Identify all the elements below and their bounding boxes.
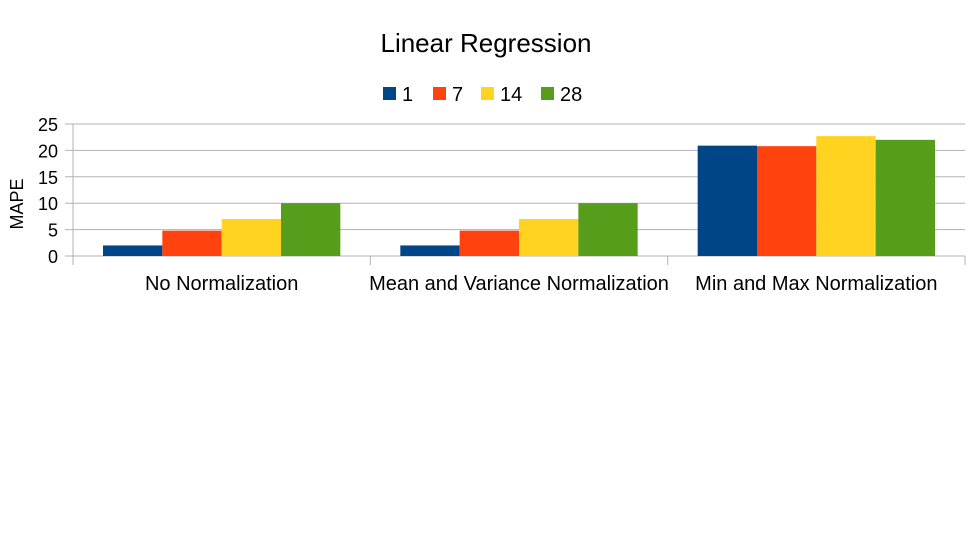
legend-swatch-28 — [541, 87, 554, 100]
bar-28-2 — [875, 139, 935, 256]
chart-title: Linear Regression — [380, 28, 591, 58]
bar-7-1 — [459, 230, 519, 256]
legend-label-1: 1 — [402, 84, 413, 106]
y-axis-ticks: 0 5 10 15 20 25 — [38, 115, 58, 267]
y-axis-label: MAPE — [7, 178, 27, 229]
x-tick-label: Mean and Variance Normalization — [369, 273, 669, 295]
bar-1-1 — [400, 245, 460, 256]
legend-swatch-1 — [383, 87, 396, 100]
legend-label-28: 28 — [560, 84, 582, 106]
bar-7-2 — [757, 146, 817, 256]
x-tick-label: No Normalization — [145, 273, 298, 295]
x-tick-label: Min and Max Normalization — [695, 273, 937, 295]
legend-swatch-7 — [433, 87, 446, 100]
y-tick-label: 10 — [38, 194, 58, 214]
bar-14-2 — [816, 136, 876, 256]
legend: 1 7 14 28 — [383, 84, 582, 106]
bar-28-1 — [578, 203, 638, 256]
legend-label-7: 7 — [452, 84, 463, 106]
y-tick-label: 0 — [48, 247, 58, 267]
bar-28-0 — [281, 203, 341, 256]
bar-1-0 — [103, 245, 163, 256]
x-axis-ticks: No Normalization Mean and Variance Normal… — [72, 256, 966, 295]
y-tick-label: 20 — [38, 141, 58, 161]
y-tick-label: 15 — [38, 168, 58, 188]
bar-7-0 — [162, 230, 222, 256]
bar-1-2 — [697, 145, 757, 256]
legend-label-14: 14 — [500, 84, 522, 106]
bars — [103, 136, 935, 256]
bar-14-0 — [221, 219, 281, 256]
y-tick-label: 25 — [38, 115, 58, 135]
bar-14-1 — [519, 219, 579, 256]
legend-swatch-14 — [481, 87, 494, 100]
y-tick-label: 5 — [48, 221, 58, 241]
